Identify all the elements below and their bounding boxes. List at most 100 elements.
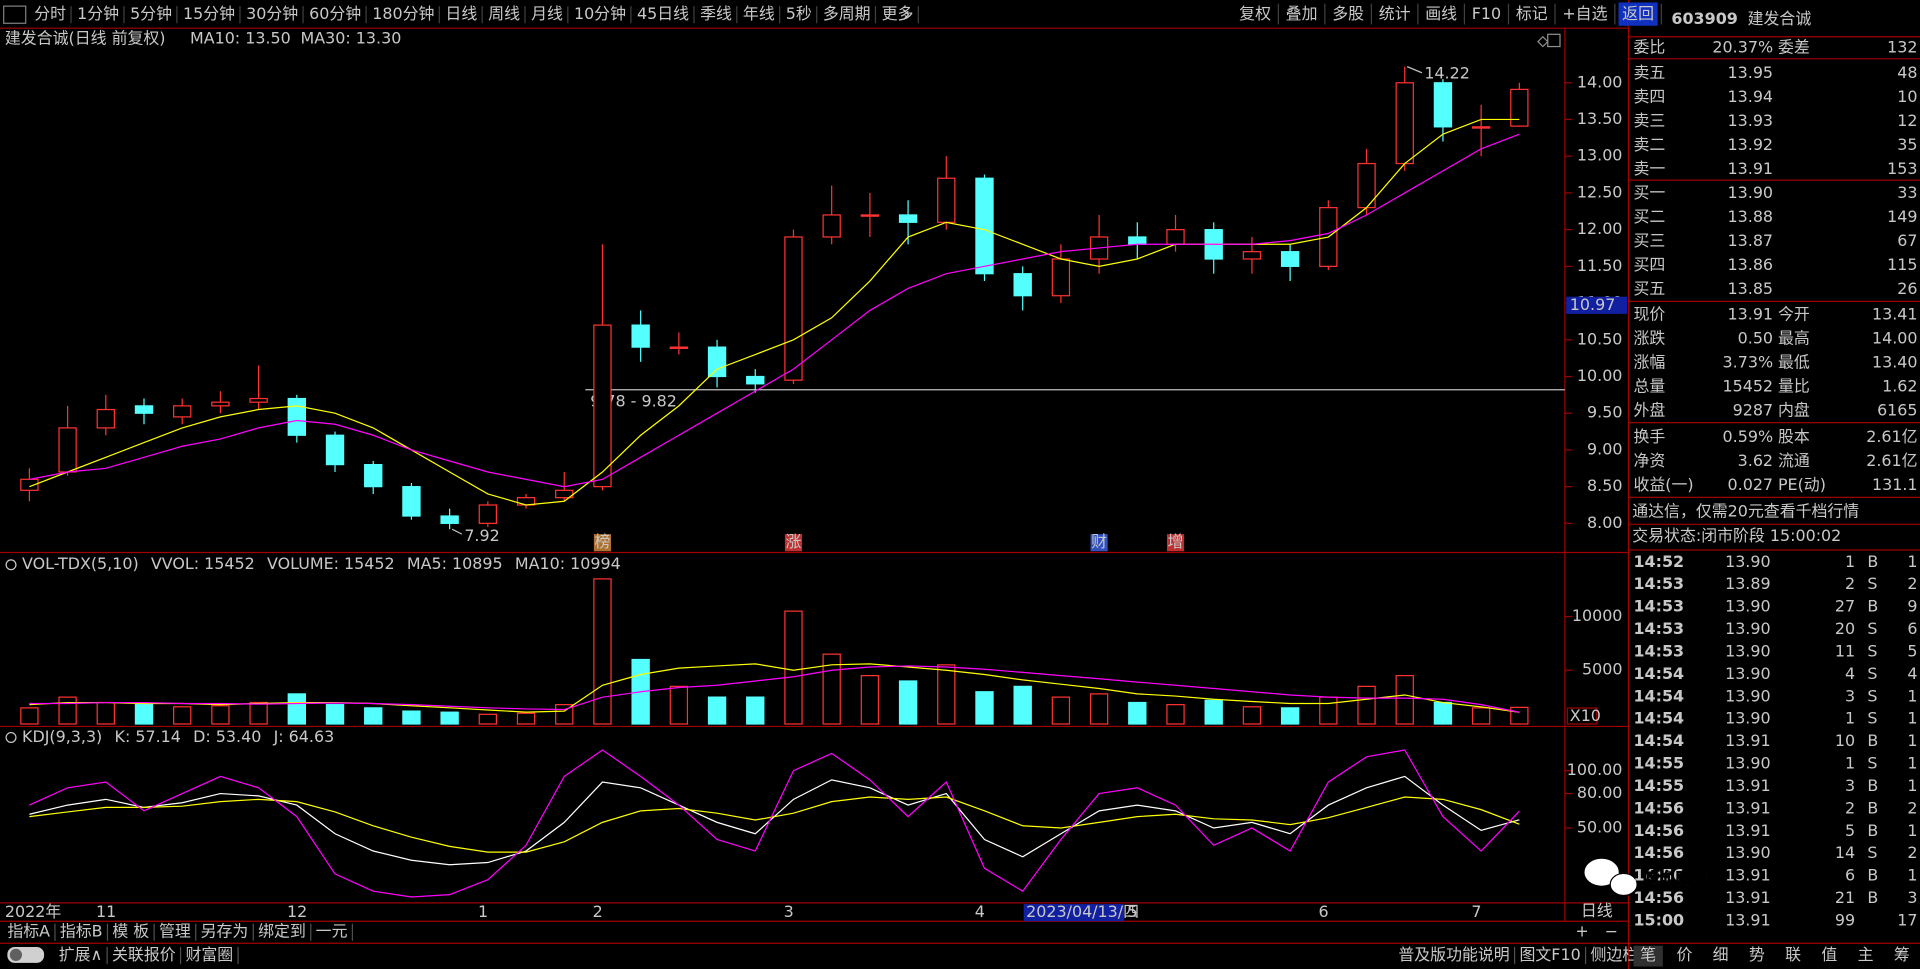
book-label: 卖二 [1633, 135, 1665, 154]
book-price: 13.85 [1728, 279, 1774, 298]
low-pointer [451, 528, 463, 535]
bottom-button[interactable]: 管理 [159, 922, 191, 941]
trade-side: S [1867, 641, 1877, 660]
toolbar-button[interactable]: 多股 [1332, 4, 1364, 23]
toolbar-tab[interactable]: 分时 [34, 4, 66, 23]
trade-count: 1 [1907, 754, 1917, 773]
candle-body [1051, 258, 1071, 297]
candle-body [975, 177, 994, 275]
side-tab[interactable]: 值 [1821, 945, 1837, 964]
side-tab[interactable]: 细 [1713, 945, 1729, 964]
chart-title: 建发合诚(日线 前复权) [5, 29, 166, 48]
toolbar-tab[interactable]: 1分钟 [77, 4, 119, 23]
volume-bar [402, 710, 421, 725]
watermark-icon [1584, 858, 1638, 897]
toolbar-tab[interactable]: 更多 [882, 4, 914, 23]
bottom-button[interactable]: 扩展∧ [59, 945, 102, 964]
side-tab[interactable]: 价 [1676, 945, 1692, 964]
side-tab[interactable]: 联 [1785, 945, 1801, 964]
icon-window[interactable] [1547, 33, 1561, 48]
toolbar-tab[interactable]: 5秒 [786, 4, 812, 23]
side-tab[interactable]: 笔 [1640, 945, 1656, 964]
trade-price: 13.91 [1725, 910, 1771, 929]
side-tab[interactable]: 势 [1749, 945, 1765, 964]
toolbar-tab[interactable]: 30分钟 [246, 4, 298, 23]
period-label[interactable]: 日线 [1581, 901, 1613, 920]
toolbar-tab[interactable]: 45日线 [637, 4, 689, 23]
toolbar-tab[interactable]: 15分钟 [183, 4, 235, 23]
kdj-line [29, 749, 1520, 898]
trade-volume: 20 [1835, 619, 1855, 638]
low-label: 7.92 [464, 526, 499, 545]
volume-bar [1089, 693, 1109, 725]
trade-volume: 5 [1845, 821, 1855, 840]
side-tab[interactable]: 主 [1858, 945, 1874, 964]
trade-side: S [1867, 574, 1877, 593]
menu-icon[interactable] [3, 5, 27, 24]
x-tick-label: 6 [1319, 902, 1329, 921]
quote-label: 涨跌 [1633, 328, 1665, 347]
bottom-button[interactable]: 另存为 [201, 922, 249, 941]
icon-diamond[interactable] [1537, 35, 1549, 48]
toolbar-button[interactable]: +自选 [1562, 4, 1607, 23]
toolbar-tab[interactable]: 60分钟 [309, 4, 361, 23]
bottom-button[interactable]: 普及版功能说明 [1398, 945, 1509, 964]
candle-body [402, 486, 421, 517]
toolbar-button[interactable]: 返回 [1622, 4, 1654, 23]
trade-time: 14:53 [1633, 641, 1684, 660]
side-tab[interactable]: 筹 [1894, 945, 1910, 964]
toolbar-button[interactable]: 统计 [1379, 4, 1411, 23]
bottom-button[interactable]: 绑定到 [258, 922, 306, 941]
toolbar-tab[interactable]: 周线 [488, 4, 520, 23]
zoom-button[interactable]: + [1575, 922, 1588, 941]
x-tick-label: 1 [478, 902, 488, 921]
toolbar-tab[interactable]: 季线 [700, 4, 732, 23]
toolbar-tab[interactable]: 日线 [445, 4, 477, 23]
trade-volume: 4 [1845, 664, 1855, 683]
toolbar-tab[interactable]: 月线 [531, 4, 563, 23]
legend-entry: MA30: 13.30 [301, 29, 402, 48]
bottom-button[interactable]: 关联报价 [112, 945, 176, 964]
bottom-button[interactable]: 一元 [316, 922, 348, 941]
quote-value: 2.61亿 [1866, 451, 1917, 470]
toolbar-button[interactable]: 画线 [1425, 4, 1457, 23]
trade-time: 14:55 [1633, 776, 1684, 795]
event-label: 榜 [594, 532, 610, 551]
volume-bar [1357, 685, 1376, 725]
bottom-button[interactable]: 财富圈 [185, 945, 233, 964]
volume-bar [1242, 706, 1262, 725]
toolbar-button[interactable]: 叠加 [1286, 4, 1318, 23]
trade-side: B [1867, 821, 1878, 840]
bottom-button[interactable]: 指标A [7, 922, 50, 941]
bottom-button[interactable]: 图文F10 [1519, 945, 1580, 964]
trade-count: 4 [1907, 664, 1917, 683]
x-tick-label: 3 [784, 902, 794, 921]
volume-bar [440, 711, 459, 725]
y-tick-label: 10.50 [1577, 329, 1623, 348]
candle-body [707, 346, 727, 378]
book-volume: 10 [1897, 87, 1917, 106]
trade-time: 14:56 [1633, 798, 1684, 817]
toolbar-tab[interactable]: 5分钟 [130, 4, 172, 23]
book-volume: 67 [1897, 231, 1917, 250]
promo[interactable]: 通达信，仅需20元查看千档行情 [1632, 502, 1859, 521]
candle-body [593, 324, 612, 488]
toolbar-tab[interactable]: 多周期 [823, 4, 871, 23]
zoom-button[interactable]: − [1605, 922, 1618, 941]
toolbar-button[interactable]: 标记 [1516, 4, 1548, 23]
toolbar-tab[interactable]: 年线 [743, 4, 775, 23]
trade-price: 13.91 [1725, 888, 1771, 907]
bottom-button[interactable]: 模 板 [112, 922, 149, 941]
trade-count: 9 [1907, 597, 1917, 616]
toolbar-button[interactable]: 复权 [1239, 4, 1271, 23]
candle-body [669, 346, 689, 349]
trade-side: B [1867, 798, 1878, 817]
volume-bar [173, 706, 192, 725]
toolbar-tab[interactable]: 10分钟 [574, 4, 626, 23]
toolbar-tab[interactable]: 180分钟 [372, 4, 434, 23]
panel-legend: VVOL: 15452 [151, 554, 255, 573]
quote-value: 9287 [1733, 400, 1773, 419]
volume-bar [249, 701, 268, 725]
toolbar-button[interactable]: F10 [1472, 4, 1501, 23]
bottom-button[interactable]: 指标B [60, 922, 103, 941]
